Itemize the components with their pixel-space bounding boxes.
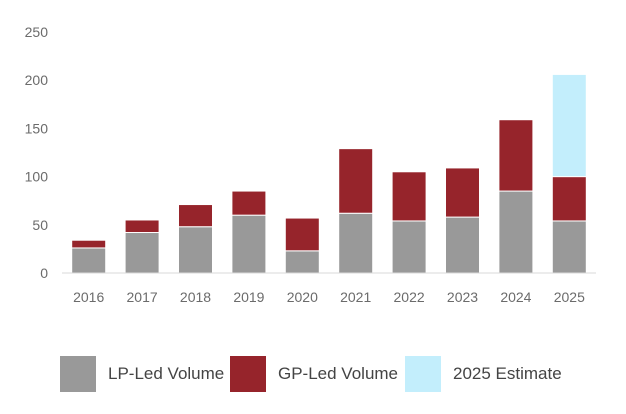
y-tick-label: 100 <box>25 169 49 185</box>
x-tick-label: 2025 <box>554 289 585 305</box>
bar-lp-led-volume-2023 <box>445 216 480 274</box>
y-tick-label: 200 <box>25 72 49 88</box>
y-tick-label: 150 <box>25 120 49 136</box>
y-tick-label: 250 <box>25 24 49 40</box>
x-tick-label: 2020 <box>287 289 318 305</box>
chart-plot: 0 50 100 150 200 250 2016 2017 2018 2019 2020 2021… <box>25 24 596 305</box>
bar-gp-led-volume-2021 <box>338 148 374 214</box>
bar-gp-led-volume-2025 <box>551 176 587 222</box>
bar-lp-led-volume-2025 <box>551 220 587 274</box>
bars <box>71 73 587 274</box>
legend: LP-Led Volume GP-Led Volume 2025 Estimat… <box>0 356 626 392</box>
bar-lp-led-volume-2021 <box>338 212 374 274</box>
bar-lp-led-volume-2022 <box>391 220 427 274</box>
x-axis: 2016 2017 2018 2019 2020 2021 2022 2023 2024 2025 <box>73 289 585 305</box>
bar-gp-led-volume-2024 <box>498 119 534 192</box>
bar-gp-led-volume-2023 <box>445 167 480 218</box>
x-tick-label: 2016 <box>73 289 104 305</box>
bar-gp-led-volume-2020 <box>284 217 320 252</box>
bar-gp-led-volume-2016 <box>71 239 107 249</box>
bar-gp-led-volume-2017 <box>124 219 160 234</box>
legend-item-lp-led: LP-Led Volume <box>60 356 224 392</box>
bar-lp-led-volume-2017 <box>124 232 160 274</box>
legend-swatch-lp-led <box>60 356 96 392</box>
bar-lp-led-volume-2016 <box>71 247 107 274</box>
legend-swatch-gp-led <box>230 356 266 392</box>
x-tick-label: 2021 <box>340 289 371 305</box>
x-tick-label: 2022 <box>394 289 425 305</box>
bar-lp-led-volume-2020 <box>284 250 320 274</box>
legend-swatch-2025-estimate <box>405 356 441 392</box>
bar-lp-led-volume-2018 <box>178 226 213 274</box>
x-tick-label: 2017 <box>127 289 158 305</box>
x-tick-label: 2023 <box>447 289 478 305</box>
legend-item-gp-led: GP-Led Volume <box>230 356 398 392</box>
legend-item-2025-estimate: 2025 Estimate <box>405 356 562 392</box>
legend-label-gp-led: GP-Led Volume <box>278 364 399 383</box>
x-tick-label: 2024 <box>500 289 531 305</box>
x-tick-label: 2019 <box>233 289 264 305</box>
x-tick-label: 2018 <box>180 289 211 305</box>
bar-lp-led-volume-2024 <box>498 190 534 274</box>
y-axis: 0 50 100 150 200 250 <box>25 24 49 281</box>
bar-gp-led-volume-2018 <box>178 204 213 228</box>
legend-label-2025-estimate: 2025 Estimate <box>453 364 562 383</box>
legend-label-lp-led: LP-Led Volume <box>108 364 225 383</box>
bar-gp-led-volume-2022 <box>391 171 427 222</box>
bar-2025-estimate-2025 <box>551 73 587 178</box>
y-tick-label: 50 <box>32 217 48 233</box>
bar-lp-led-volume-2019 <box>231 214 267 274</box>
y-tick-label: 0 <box>40 265 48 281</box>
bar-gp-led-volume-2019 <box>231 190 267 216</box>
